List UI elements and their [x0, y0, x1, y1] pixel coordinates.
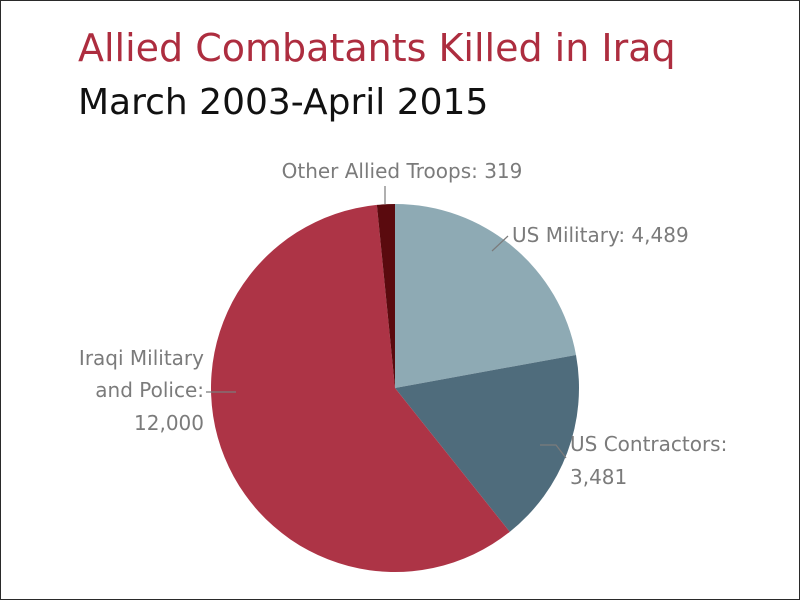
label-iraqi-line-2: and Police:	[95, 378, 204, 402]
pie-slices	[211, 204, 579, 572]
pie-slice-1	[395, 354, 579, 532]
chart-title: Allied Combatants Killed in Iraq	[78, 26, 676, 70]
label-iraqi-line-3: 12,000	[134, 411, 204, 435]
label-us-military: US Military: 4,489	[512, 223, 689, 247]
label-contractors-line-2: 3,481	[570, 465, 627, 489]
label-iraqi-line-1: Iraqi Military	[79, 346, 204, 370]
pie-slice-2	[211, 204, 510, 572]
label-other-allied-troops: Other Allied Troops: 319	[282, 159, 523, 183]
pie-slice-3	[376, 204, 395, 388]
chart-subtitle: March 2003-April 2015	[78, 82, 489, 123]
pie-slice-0	[395, 204, 577, 388]
leader-line-us-military	[491, 235, 509, 252]
label-contractors-line-1: US Contractors:	[570, 432, 727, 456]
leader-line-contractors	[540, 444, 567, 459]
